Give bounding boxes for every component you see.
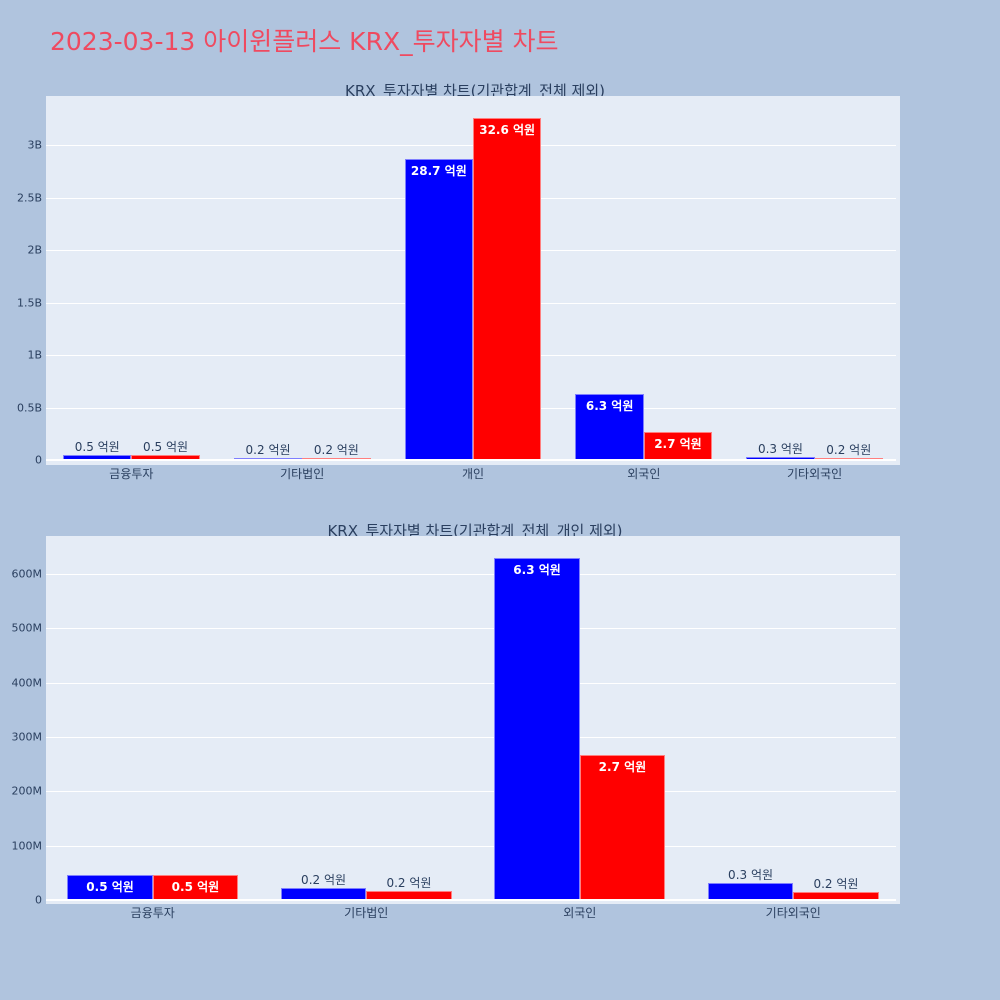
y-tick-label: 0 (35, 893, 42, 907)
y-tick-label: 400M (11, 676, 43, 690)
bar-value-label: 0.5 억원 (86, 880, 134, 894)
bar-blue[interactable] (67, 875, 153, 900)
bar-value-label: 0.3 억원 (728, 868, 774, 883)
bar-value-label: 0.2 억원 (386, 876, 432, 891)
bar-value-label: 0.5 억원 (143, 440, 189, 455)
plot-area[interactable]: 0.5 억원 0.5 억원 0.2 억원 0.2 억원 28.7 억원 32.6 억원 6.… (46, 96, 900, 465)
bar-value-label: 2.7 억원 (654, 436, 702, 451)
y-tick-label: 2B (27, 243, 42, 257)
bar-value-label: 0.3 억원 (757, 441, 803, 456)
bar-blue[interactable] (707, 883, 794, 900)
y-tick-label: 200M (11, 784, 43, 798)
bar-blue[interactable] (404, 158, 473, 460)
y-tick-label: 500M (11, 621, 43, 635)
x-tick-label: 기타외국인 (786, 467, 843, 481)
zero-line (46, 459, 896, 461)
bar-value-label: 2.7 억원 (598, 759, 647, 774)
bar-value-label: 0.2 억원 (313, 443, 359, 457)
x-tick-label: 금융투자 (130, 906, 175, 920)
y-tick-label: 600M (11, 567, 43, 581)
bar-blue[interactable] (494, 557, 580, 900)
gridline (46, 683, 896, 684)
gridline (46, 846, 896, 847)
x-tick-label: 기타외국인 (765, 906, 821, 920)
bar-value-label: 0.5 억원 (74, 439, 120, 454)
x-tick-label: 외국인 (627, 467, 661, 481)
y-tick-label: 1B (27, 348, 42, 362)
y-tick-label: 3B (27, 138, 42, 152)
bar-red[interactable] (643, 431, 713, 460)
bar-value-label: 6.3 억원 (585, 398, 634, 413)
x-tick-label: 개인 (461, 467, 485, 481)
bar-red[interactable] (579, 754, 666, 900)
gridline (46, 145, 896, 146)
y-tick-label: 0.5B (16, 401, 42, 415)
x-tick-label: 외국인 (563, 906, 597, 920)
x-tick-label: 금융투자 (109, 467, 154, 481)
plot-area[interactable]: 0.5 억원 0.5 억원 0.2 억원 0.2 억원 6.3 억원 2.7 억원 0.3 … (46, 536, 900, 904)
bar-value-label: 0.2 억원 (301, 873, 347, 888)
bar-value-label: 6.3 억원 (513, 562, 561, 577)
gridline (46, 791, 896, 792)
bar-value-label: 0.2 억원 (826, 443, 872, 457)
y-tick-label: 1.5B (16, 296, 42, 310)
chart-title: KRX_투자자별 차트(기관합계_전체 제외) (345, 82, 605, 100)
bar-red[interactable] (473, 118, 542, 460)
page-title: 2023-03-13 아이윈플러스 KRX_투자자별 차트 (50, 27, 559, 56)
x-tick-label: 기타법인 (280, 467, 325, 481)
y-tick-label: 100M (11, 839, 43, 853)
gridline (46, 737, 896, 738)
bar-blue[interactable] (575, 393, 644, 460)
bar-value-label: 0.2 억원 (245, 442, 291, 457)
y-tick-label: 2.5B (16, 191, 42, 205)
bar-value-label: 0.5 억원 (171, 880, 220, 894)
gridline (46, 628, 896, 629)
chart-title: KRX_투자자별 차트(기관합계_전체_개인 제외) (327, 522, 623, 540)
y-tick-label: 300M (11, 730, 43, 744)
gridline (46, 574, 896, 575)
bar-value-label: 28.7 억원 (410, 163, 467, 178)
x-tick-label: 기타법인 (344, 906, 389, 920)
y-tick-label: 0 (35, 453, 42, 467)
zero-line (46, 899, 896, 901)
bar-value-label: 0.2 억원 (813, 876, 859, 891)
bar-value-label: 32.6 억원 (479, 123, 536, 138)
bar-red[interactable] (152, 875, 239, 900)
